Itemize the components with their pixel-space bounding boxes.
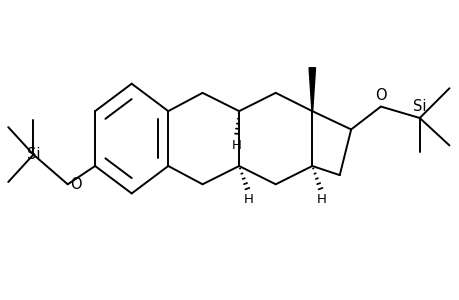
Text: Si: Si xyxy=(27,147,40,162)
Text: H: H xyxy=(231,139,241,152)
Text: H: H xyxy=(316,194,326,206)
Polygon shape xyxy=(308,68,315,111)
Text: O: O xyxy=(70,177,81,192)
Text: Si: Si xyxy=(412,99,425,114)
Text: O: O xyxy=(374,88,386,103)
Text: H: H xyxy=(243,194,252,206)
